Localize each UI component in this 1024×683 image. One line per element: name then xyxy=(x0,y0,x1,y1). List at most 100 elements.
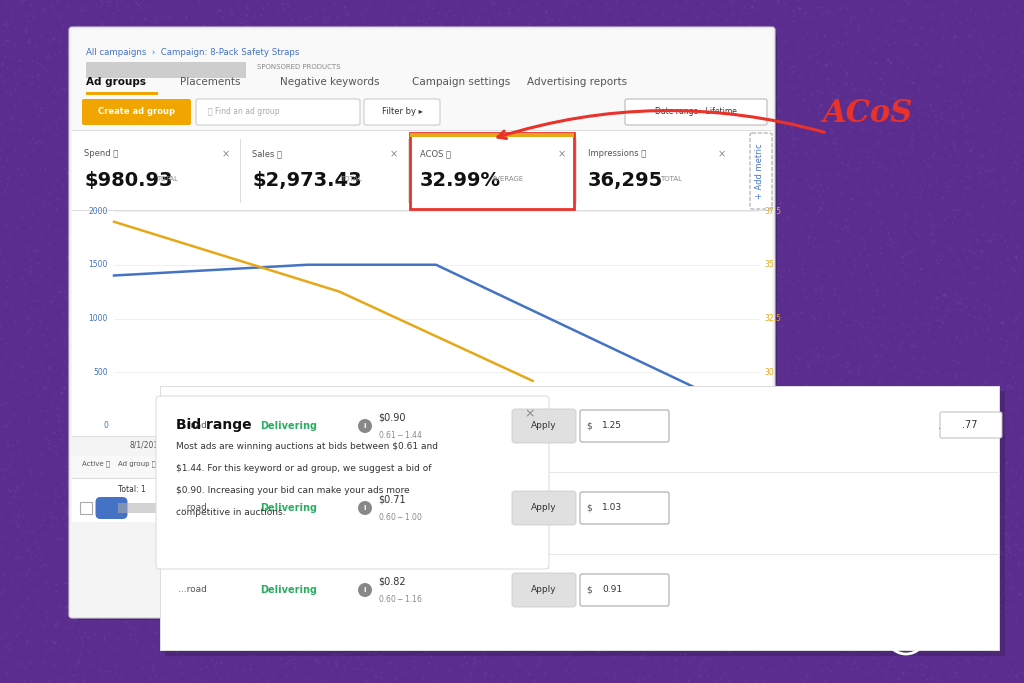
Point xyxy=(191,175,208,186)
Point xyxy=(62,559,79,570)
Point xyxy=(214,511,230,522)
Point xyxy=(78,444,94,455)
Point xyxy=(166,128,182,139)
Point xyxy=(851,368,867,379)
Point xyxy=(762,64,778,74)
Point xyxy=(326,298,342,309)
Point xyxy=(535,186,551,197)
Point xyxy=(916,434,933,445)
Point xyxy=(524,251,541,262)
Point xyxy=(791,3,807,14)
Point xyxy=(878,342,894,353)
Point xyxy=(218,504,234,515)
Point xyxy=(236,150,252,161)
Point xyxy=(909,528,926,539)
Point xyxy=(481,479,498,490)
Point xyxy=(443,308,460,319)
Point xyxy=(859,586,876,597)
Point xyxy=(920,324,936,335)
Point xyxy=(788,47,805,58)
Point xyxy=(418,17,434,28)
Point xyxy=(897,576,913,587)
Point xyxy=(570,362,587,373)
Point xyxy=(679,130,695,141)
Point xyxy=(943,552,959,563)
Point xyxy=(705,40,721,51)
Point xyxy=(664,249,680,260)
Point xyxy=(973,244,989,255)
Point xyxy=(617,294,634,305)
Point xyxy=(241,27,257,38)
Point xyxy=(799,407,815,418)
Point xyxy=(145,613,162,624)
Point xyxy=(752,393,768,404)
Point xyxy=(230,117,247,128)
Point xyxy=(694,249,711,260)
Point xyxy=(410,298,426,309)
Point xyxy=(376,8,392,18)
Point xyxy=(584,509,600,520)
Point xyxy=(336,112,352,123)
Point xyxy=(786,361,803,372)
Point xyxy=(763,72,779,83)
Point xyxy=(379,538,395,548)
Point xyxy=(81,483,97,494)
Point xyxy=(90,438,106,449)
Point xyxy=(543,208,559,219)
Point xyxy=(283,143,299,154)
Point xyxy=(690,292,707,303)
Point xyxy=(411,20,427,31)
Point xyxy=(353,8,370,18)
Point xyxy=(934,112,950,123)
Point xyxy=(72,112,88,123)
Point xyxy=(962,465,978,476)
Point xyxy=(137,513,154,524)
Point xyxy=(796,85,812,96)
Point xyxy=(791,161,807,172)
Point xyxy=(621,59,637,70)
Point xyxy=(312,501,329,512)
Point xyxy=(241,507,257,518)
Point xyxy=(896,270,912,281)
Point xyxy=(75,635,91,645)
Point xyxy=(583,25,599,36)
Point xyxy=(44,642,60,653)
Point xyxy=(411,354,427,365)
Point xyxy=(685,441,701,452)
Point xyxy=(389,321,406,332)
Point xyxy=(509,323,525,334)
Point xyxy=(379,282,395,293)
Point xyxy=(39,676,55,683)
Point xyxy=(946,140,963,151)
Point xyxy=(682,257,698,268)
Point xyxy=(332,529,348,540)
Point xyxy=(538,5,554,16)
Point xyxy=(166,70,182,81)
Point xyxy=(713,123,729,134)
Point xyxy=(874,111,891,122)
Point xyxy=(335,479,351,490)
Point xyxy=(724,642,740,653)
Point xyxy=(638,574,654,585)
Point xyxy=(138,503,155,514)
Point xyxy=(221,460,238,471)
Point xyxy=(249,217,265,228)
Point xyxy=(629,379,645,390)
Point xyxy=(371,38,387,48)
Point xyxy=(539,482,555,492)
Point xyxy=(469,133,485,144)
Point xyxy=(493,264,509,275)
Point xyxy=(633,606,649,617)
Point xyxy=(612,210,629,221)
Point xyxy=(68,38,84,48)
Point xyxy=(797,8,813,19)
Point xyxy=(639,115,655,126)
Point xyxy=(78,294,94,305)
Point xyxy=(125,603,141,614)
Point xyxy=(707,498,723,509)
Point xyxy=(794,555,810,566)
Point xyxy=(18,542,35,553)
Point xyxy=(423,639,439,650)
Point xyxy=(454,572,470,583)
Point xyxy=(922,609,938,620)
